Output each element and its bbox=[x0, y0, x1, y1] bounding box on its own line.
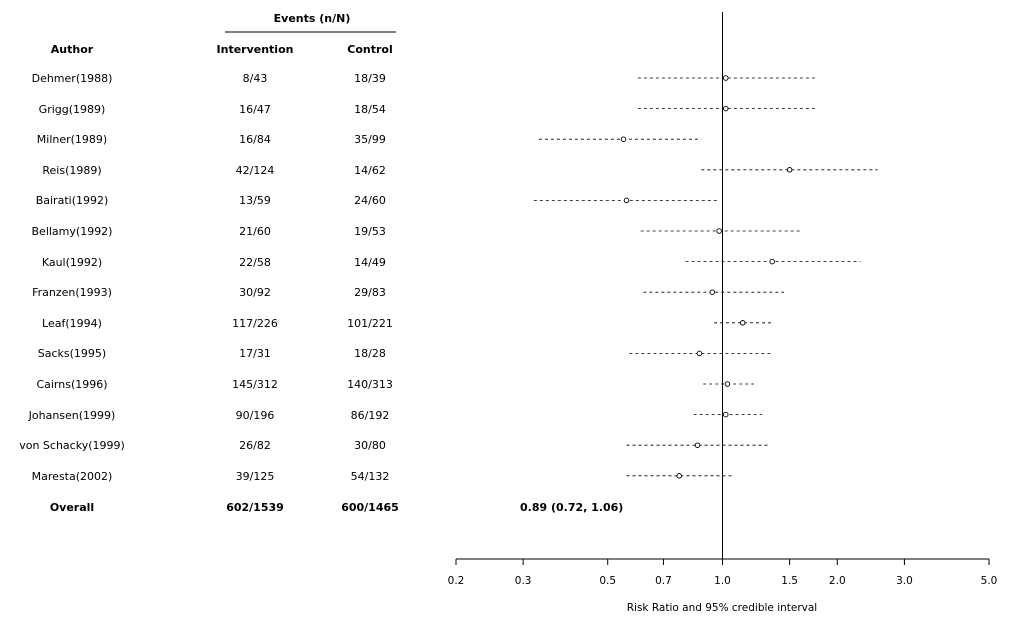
study-author: Johansen(1999) bbox=[28, 408, 116, 422]
point-estimate bbox=[769, 258, 775, 265]
point-estimate bbox=[724, 381, 731, 387]
overall-estimate: 0.89 (0.72, 1.06) bbox=[520, 501, 624, 514]
point-estimate bbox=[786, 167, 793, 173]
study-control-events: 29/83 bbox=[354, 286, 386, 300]
study-author: Maresta(2002) bbox=[31, 469, 113, 483]
study-intervention-events: 90/196 bbox=[235, 408, 275, 422]
point-estimate bbox=[739, 320, 746, 326]
study-intervention-events: 21/60 bbox=[239, 225, 271, 238]
study-intervention-events: 16/84 bbox=[239, 133, 271, 147]
study-intervention-events: 8/43 bbox=[242, 72, 268, 85]
study-author: Milner(1989) bbox=[36, 133, 108, 147]
study-intervention-events: 17/31 bbox=[239, 347, 271, 361]
events-header: Events (n/N) bbox=[273, 12, 351, 25]
study-intervention-events: 145/312 bbox=[232, 378, 278, 391]
study-author: Kaul(1992) bbox=[41, 255, 103, 269]
study-control-events: 14/62 bbox=[354, 163, 386, 177]
point-estimate bbox=[694, 442, 701, 448]
x-axis-label: Risk Ratio and 95% credible interval bbox=[627, 602, 817, 614]
study-author: Sacks(1995) bbox=[37, 347, 107, 361]
study-control-events: 54/132 bbox=[350, 469, 390, 483]
study-intervention-events: 39/125 bbox=[235, 469, 275, 483]
study-control-events: 14/49 bbox=[354, 255, 386, 269]
study-control-events: 19/53 bbox=[354, 225, 386, 238]
point-estimate bbox=[696, 350, 703, 357]
x-tick-label: 1.5 bbox=[781, 575, 798, 587]
point-estimate bbox=[716, 228, 722, 234]
x-tick-label: 0.3 bbox=[515, 575, 532, 587]
study-author: Bellamy(1992) bbox=[31, 225, 113, 238]
study-author: Leaf(1994) bbox=[42, 316, 102, 330]
study-intervention-events: 26/82 bbox=[239, 439, 271, 453]
study-intervention-events: 16/47 bbox=[239, 102, 271, 116]
point-estimate bbox=[723, 411, 729, 418]
study-intervention-events: 13/59 bbox=[239, 194, 271, 208]
study-intervention-events: 30/92 bbox=[239, 286, 271, 300]
overall-intervention: 602/1539 bbox=[226, 501, 284, 514]
study-intervention-events: 117/226 bbox=[232, 316, 278, 330]
point-estimate bbox=[676, 473, 682, 479]
study-control-events: 18/54 bbox=[354, 102, 386, 116]
study-author: Franzen(1993) bbox=[32, 286, 112, 300]
study-intervention-events: 22/58 bbox=[239, 255, 271, 269]
study-author: Bairati(1992) bbox=[35, 194, 109, 208]
study-control-events: 35/99 bbox=[354, 133, 386, 147]
study-intervention-events: 42/124 bbox=[235, 163, 275, 177]
study-author: Grigg(1989) bbox=[38, 102, 106, 116]
study-control-events: 18/39 bbox=[354, 72, 386, 85]
x-tick-label: 0.7 bbox=[655, 575, 672, 587]
study-control-events: 30/80 bbox=[354, 439, 386, 453]
x-tick-label: 5.0 bbox=[981, 575, 998, 587]
study-control-events: 18/28 bbox=[354, 347, 386, 361]
study-author: Dehmer(1988) bbox=[31, 72, 113, 85]
point-estimate bbox=[620, 136, 627, 142]
study-author: Cairns(1996) bbox=[36, 378, 108, 391]
overall-control: 600/1465 bbox=[341, 501, 399, 514]
point-estimate bbox=[723, 105, 729, 112]
x-tick-label: 2.0 bbox=[829, 575, 846, 587]
x-tick-label: 0.2 bbox=[448, 575, 465, 587]
study-control-events: 101/221 bbox=[347, 316, 393, 330]
x-tick-label: 3.0 bbox=[896, 575, 913, 587]
overall-label: Overall bbox=[49, 501, 95, 514]
x-tick-label: 0.5 bbox=[599, 575, 616, 587]
study-author: von Schacky(1999) bbox=[19, 439, 125, 453]
control-column-header: Control bbox=[347, 43, 393, 56]
study-author: Reis(1989) bbox=[42, 163, 102, 177]
point-estimate bbox=[623, 197, 630, 204]
study-control-events: 86/192 bbox=[350, 408, 390, 422]
point-estimate bbox=[723, 75, 729, 81]
x-tick-label: 1.0 bbox=[714, 575, 731, 587]
author-column-header: Author bbox=[50, 43, 94, 56]
point-estimate bbox=[709, 289, 716, 295]
intervention-column-header: Intervention bbox=[216, 43, 294, 56]
study-control-events: 140/313 bbox=[347, 378, 393, 391]
study-control-events: 24/60 bbox=[354, 194, 386, 208]
